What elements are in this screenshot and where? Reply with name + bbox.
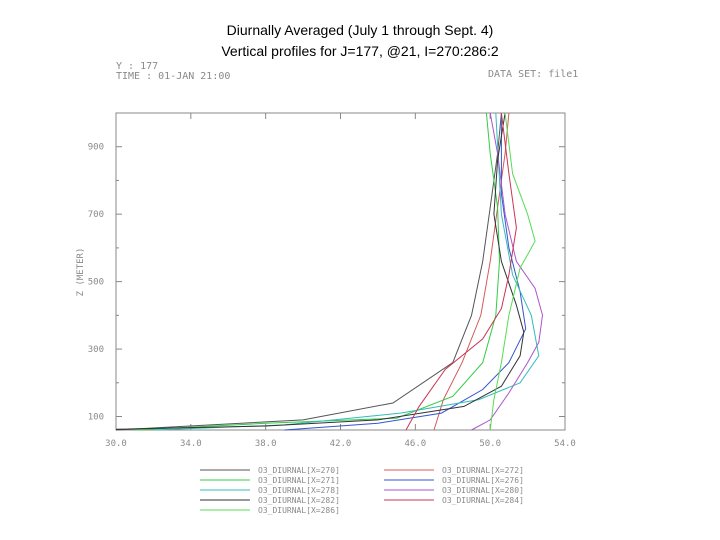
series-line-O3_DIURNAL[X=272] [433, 112, 510, 431]
legend-entry: O3_DIURNAL[X=282] [258, 496, 340, 505]
series-line-O3_DIURNAL[X=271] [134, 112, 501, 431]
x-tick-label: 50.0 [479, 439, 501, 449]
chart-title-line-1: Diurnally Averaged (July 1 through Sept.… [226, 22, 494, 38]
x-tick-label: 54.0 [554, 439, 576, 449]
dataset-label: DATA SET: file1 [488, 69, 579, 80]
series-line-O3_DIURNAL[X=280] [471, 112, 544, 431]
y-tick-label: 100 [88, 413, 104, 423]
series-lines [115, 112, 544, 431]
x-tick-label: 30.0 [105, 439, 127, 449]
time-info-label: TIME : 01-JAN 21:00 [116, 71, 231, 82]
legend-entry: O3_DIURNAL[X=286] [258, 506, 340, 515]
series-line-O3_DIURNAL[X=278] [153, 112, 540, 431]
legend-entry: O3_DIURNAL[X=278] [258, 486, 340, 495]
series-line-O3_DIURNAL[X=270] [115, 112, 502, 431]
chart-title-line-2: Vertical profiles for J=177, @21, I=270:… [221, 43, 499, 59]
y-tick-label: 700 [88, 210, 104, 220]
y-tick-label: 900 [88, 143, 104, 153]
legend: O3_DIURNAL[X=270] O3_DIURNAL[X=272]O3_DIU… [200, 466, 524, 515]
y-info-label: Y : 177 [116, 61, 159, 72]
series-line-O3_DIURNAL[X=286] [489, 112, 536, 431]
legend-entry: O3_DIURNAL[X=276] [442, 476, 524, 485]
legend-entry: O3_DIURNAL[X=280] [442, 486, 524, 495]
y-tick-label: 300 [88, 345, 104, 355]
legend-entry: O3_DIURNAL[X=284] [442, 496, 524, 505]
x-tick-label: 34.0 [180, 439, 202, 449]
series-line-O3_DIURNAL[X=276] [284, 113, 527, 431]
y-axis: 100 300 500 700 900 [88, 112, 565, 423]
x-axis: 30.0 34.0 38.0 42.0 46.0 50.0 54.0 [105, 113, 576, 449]
y-axis-label: Z (METER) [76, 248, 86, 297]
legend-entry: O3_DIURNAL[X=271] [258, 476, 340, 485]
legend-entry: O3_DIURNAL[X=272] [442, 466, 524, 475]
series-line-O3_DIURNAL[X=282] [115, 112, 525, 430]
y-tick-label: 500 [88, 278, 104, 288]
legend-entry: O3_DIURNAL[X=270] [258, 466, 340, 475]
x-tick-label: 38.0 [255, 439, 277, 449]
x-tick-label: 46.0 [404, 439, 426, 449]
x-tick-label: 42.0 [330, 439, 352, 449]
series-line-O3_DIURNAL[X=284] [405, 112, 517, 431]
